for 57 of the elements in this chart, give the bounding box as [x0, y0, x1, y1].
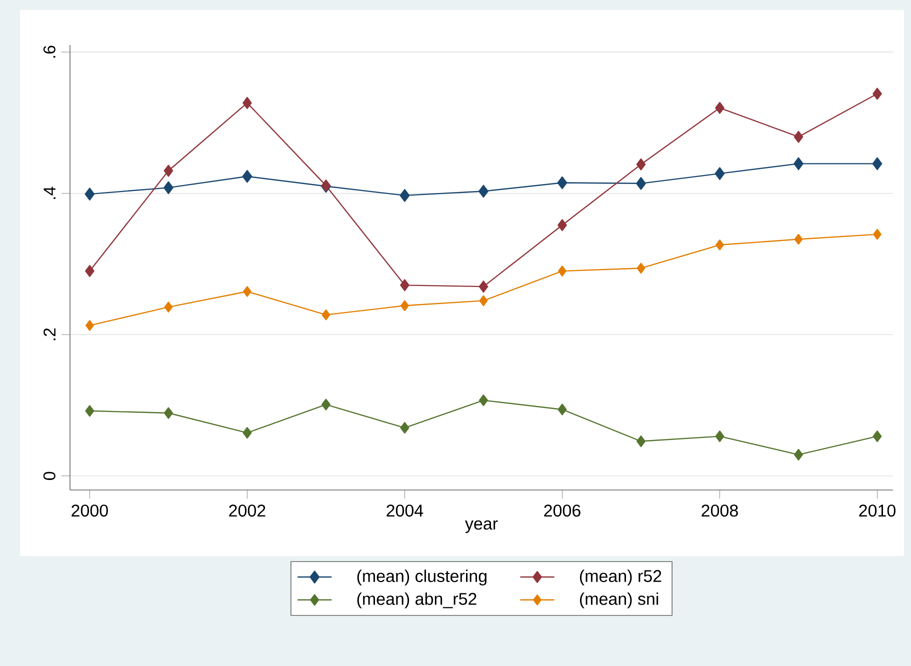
point [872, 157, 882, 170]
point [636, 158, 646, 170]
point [872, 430, 882, 442]
x-tick-label: 2002 [229, 504, 266, 517]
point [478, 184, 488, 198]
y-tick-label: .6 [43, 46, 56, 58]
point [400, 422, 410, 434]
point [715, 102, 724, 114]
point [794, 130, 804, 143]
point [322, 309, 330, 320]
point [794, 157, 804, 170]
point [872, 88, 882, 100]
point [558, 404, 567, 416]
y-tick-label: 0 [43, 472, 56, 480]
point [479, 295, 488, 306]
point [321, 398, 330, 410]
y-tick-label: .2 [44, 328, 56, 340]
x-tick-label: 2008 [702, 504, 738, 517]
legend-label: (mean) sni [580, 592, 658, 608]
point [164, 302, 173, 312]
point [400, 279, 410, 292]
x-tick-label: 2000 [72, 504, 108, 517]
point [242, 426, 252, 439]
point [85, 405, 94, 417]
point [400, 189, 410, 202]
point [400, 300, 409, 312]
point [714, 167, 725, 180]
point [243, 286, 252, 297]
point [478, 394, 488, 406]
x-tick-label: 2004 [386, 504, 424, 517]
point [794, 448, 803, 460]
point [242, 170, 252, 183]
point [85, 265, 94, 278]
point [636, 262, 646, 274]
point [636, 177, 646, 190]
point [715, 430, 724, 442]
point [164, 181, 174, 194]
point [164, 164, 174, 177]
point [84, 188, 95, 200]
point [558, 266, 566, 276]
point [85, 320, 94, 331]
legend-label: (mean) clustering [357, 570, 486, 586]
legend-label: (mean) r52 [580, 570, 662, 586]
x-tick-label: 2006 [544, 504, 580, 517]
legend-label: (mean) abn_r52 [357, 592, 476, 608]
point [558, 219, 567, 232]
y-tick-label: .4 [44, 186, 56, 199]
point [794, 234, 803, 245]
point [557, 176, 568, 190]
x-tick-label: 2010 [859, 504, 896, 517]
point [716, 240, 724, 250]
point [636, 435, 646, 448]
point [242, 96, 252, 109]
point [478, 280, 488, 293]
point [164, 407, 173, 419]
x-axis-title: year [465, 520, 498, 534]
point [873, 228, 882, 240]
